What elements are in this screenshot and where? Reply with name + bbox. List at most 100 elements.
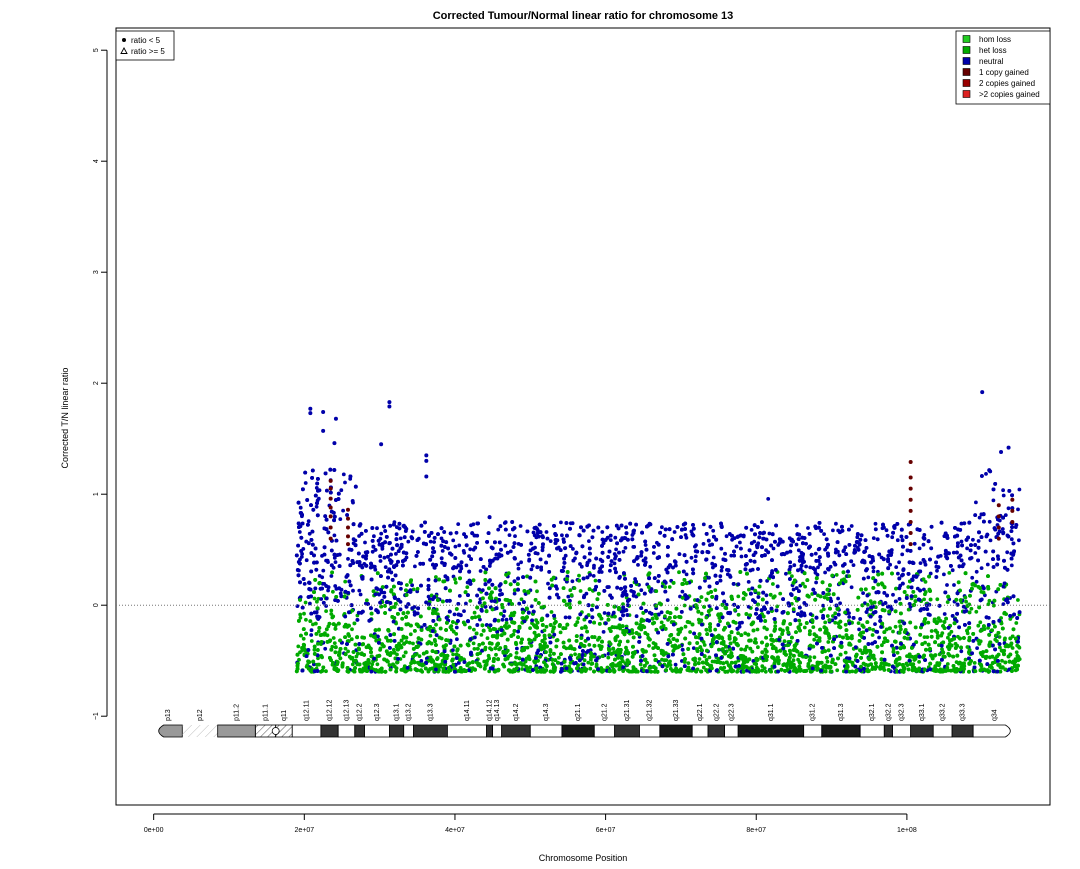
data-point [602,630,606,634]
data-point [736,631,740,635]
ideogram-band [292,725,321,737]
data-point [451,539,455,543]
data-point [677,570,681,574]
data-point [517,567,521,571]
data-point [971,538,975,542]
data-point [379,559,383,563]
data-point [818,547,822,551]
data-point [379,532,383,536]
data-point [823,621,827,625]
data-point [826,640,830,644]
data-point [897,560,901,564]
data-point [624,546,628,550]
data-point [315,600,319,604]
data-point [992,499,996,503]
data-point [930,629,934,633]
ideogram-band-label: q14.3 [543,703,550,721]
data-point [838,601,842,605]
data-point [302,637,306,641]
data-point [974,610,978,614]
data-point [413,565,417,569]
data-point [429,540,433,544]
ideogram-band-label: q21.2 [601,703,608,721]
ideogram-band-label: q14.13 [494,699,501,721]
data-point [527,558,531,562]
data-point [765,593,769,597]
data-point [803,585,807,589]
data-point [891,630,895,634]
data-point [562,565,566,569]
data-point [660,525,664,529]
data-point [473,611,477,615]
data-point [898,597,902,601]
data-point [698,657,702,661]
data-point [924,590,928,594]
ideogram-band [952,725,973,737]
data-point [324,604,328,608]
data-point [900,553,904,557]
data-point [844,623,848,627]
ideogram-band-label: q14.12 [487,699,494,721]
data-point [792,563,796,567]
data-point [606,656,610,660]
data-point [613,536,617,540]
data-point [857,621,861,625]
data-point [419,668,423,672]
data-point [343,481,347,485]
data-point [806,526,810,530]
data-point [316,642,320,646]
ideogram-band [182,725,217,737]
data-point [885,528,889,532]
data-point [803,626,807,630]
ideogram-band [692,725,708,737]
data-point [566,595,570,599]
data-point [571,521,575,525]
data-point [880,581,884,585]
data-point [922,543,926,547]
data-point [622,550,626,554]
ideogram-band-label: p13 [165,709,172,721]
data-point [434,623,438,627]
data-point [667,638,671,642]
data-point [652,551,656,555]
ideogram-band-label: q21.32 [647,699,654,721]
data-point [462,549,466,553]
ideogram-band [414,725,448,737]
data-point [871,633,875,637]
data-point [974,501,978,505]
data-point [1018,646,1022,650]
data-point [372,534,376,538]
data-point [771,582,775,586]
data-point [764,670,768,674]
data-point [702,523,706,527]
data-point [515,651,519,655]
data-point [486,636,490,640]
data-point [964,600,968,604]
data-point [323,631,327,635]
data-point [517,602,521,606]
data-point [952,583,956,587]
ideogram-band [159,725,183,737]
data-point [468,599,472,603]
data-point [609,538,613,542]
data-point [826,614,830,618]
data-point [847,615,851,619]
data-point [891,593,895,597]
data-point [765,601,769,605]
ideogram-band [365,725,390,737]
ideogram-band-label: q21.31 [624,699,631,721]
data-point [384,565,388,569]
data-point [713,628,717,632]
data-point [896,651,900,655]
data-point [872,536,876,540]
ideogram-band [562,725,594,737]
ideogram-band [404,725,414,737]
data-point [513,592,517,596]
data-point [530,568,534,572]
data-point [792,607,796,611]
data-point [441,549,445,553]
data-point [399,537,403,541]
data-point [587,643,591,647]
data-point [305,558,309,562]
